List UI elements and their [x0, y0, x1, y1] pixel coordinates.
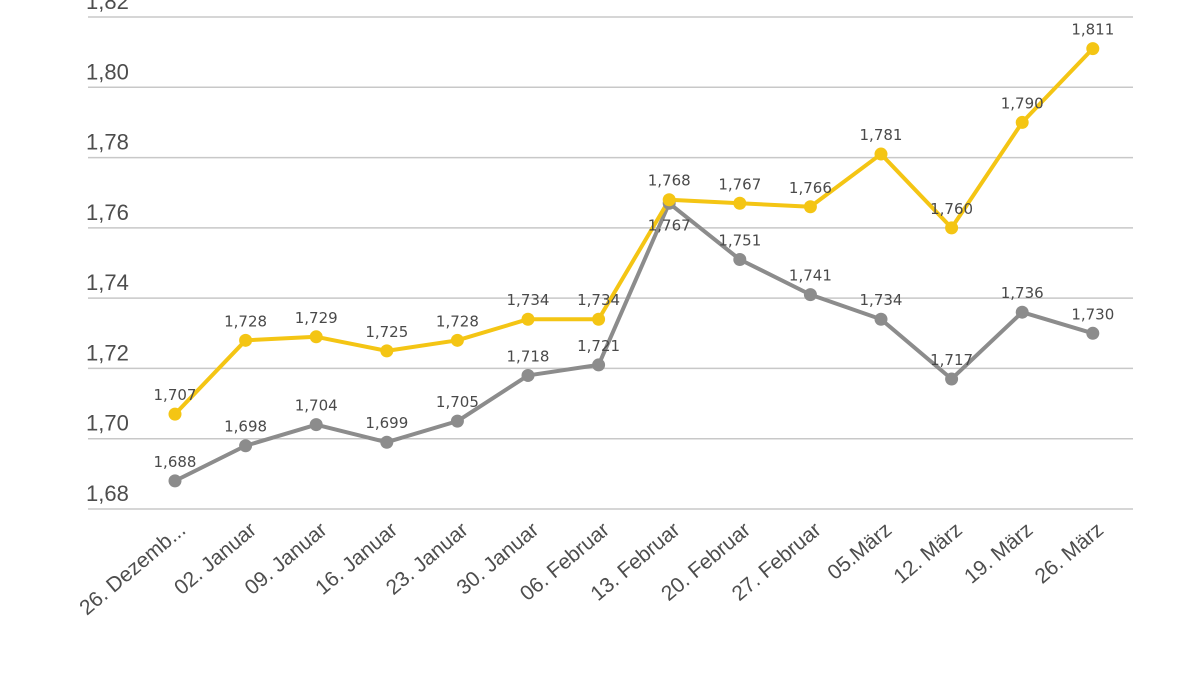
y-tick-label: 1,76	[86, 200, 129, 225]
x-tick-label: 26. März	[1031, 518, 1108, 588]
data-label-yellow: 1,728	[224, 312, 267, 330]
data-label-gray: 1,704	[295, 397, 338, 415]
data-point-gray	[168, 474, 182, 488]
y-tick-label: 1,82	[86, 0, 129, 14]
data-label-yellow: 1,760	[930, 200, 973, 218]
data-point-gray	[803, 288, 817, 302]
data-label-gray: 1,718	[507, 347, 550, 365]
series-line-yellow	[173, 46, 1095, 417]
data-point-gray	[450, 414, 464, 428]
data-point-gray	[945, 372, 959, 386]
series-points	[168, 42, 1100, 488]
data-label-yellow: 1,766	[789, 179, 832, 197]
data-label-yellow: 1,734	[507, 291, 550, 309]
data-label-yellow: 1,729	[295, 309, 338, 327]
data-point-gray	[309, 418, 323, 432]
data-point-yellow	[592, 312, 606, 326]
data-label-yellow: 1,781	[860, 126, 903, 144]
data-label-gray: 1,717	[930, 351, 973, 369]
data-label-gray: 1,721	[577, 337, 620, 355]
data-point-gray	[733, 252, 747, 266]
data-point-yellow	[945, 221, 959, 235]
series-line-gray	[173, 201, 1095, 483]
data-label-gray: 1,688	[154, 453, 197, 471]
data-label-yellow: 1,811	[1071, 21, 1114, 39]
y-tick-label: 1,78	[86, 130, 129, 155]
y-tick-label: 1,80	[86, 59, 129, 84]
data-label-gray: 1,730	[1071, 305, 1114, 323]
data-point-yellow	[874, 147, 888, 161]
data-label-gray: 1,741	[789, 267, 832, 285]
x-tick-label: 19. März	[960, 518, 1037, 588]
data-label-gray: 1,751	[718, 231, 761, 249]
data-label-gray: 1,734	[860, 291, 903, 309]
data-point-gray	[874, 312, 888, 326]
y-axis-ticks: 1,68 1,70 1,72 1,74 1,76 1,78 1,80 1,82	[86, 0, 129, 506]
y-tick-label: 1,68	[86, 481, 129, 506]
data-label-gray: 1,698	[224, 418, 267, 436]
data-label-yellow: 1,725	[365, 323, 408, 341]
data-point-yellow	[733, 196, 747, 210]
data-point-yellow	[521, 312, 535, 326]
data-point-gray	[521, 368, 535, 382]
data-label-yellow: 1,707	[154, 386, 197, 404]
data-label-yellow: 1,790	[1001, 94, 1044, 112]
data-point-yellow	[450, 333, 464, 347]
data-point-yellow	[803, 200, 817, 214]
x-tick-label: 05.März	[823, 518, 896, 584]
data-point-gray	[592, 358, 606, 372]
data-point-yellow	[662, 193, 676, 207]
data-label-gray: 1,767	[648, 216, 691, 234]
data-point-gray	[1086, 326, 1100, 340]
x-tick-label: 12. März	[889, 518, 966, 588]
data-point-yellow	[1086, 42, 1100, 56]
series-lines	[173, 46, 1095, 483]
x-tick-label: 26. Dezemb...	[75, 518, 190, 620]
data-point-gray	[1015, 305, 1029, 319]
data-label-gray: 1,699	[365, 414, 408, 432]
data-label-gray: 1,736	[1001, 284, 1044, 302]
data-label-yellow: 1,768	[648, 172, 691, 190]
data-label-gray: 1,705	[436, 393, 479, 411]
data-point-gray	[380, 435, 394, 449]
data-point-yellow	[168, 407, 182, 421]
data-point-yellow	[309, 330, 323, 344]
data-point-gray	[239, 439, 253, 453]
data-point-yellow	[380, 344, 394, 358]
y-tick-label: 1,72	[86, 340, 129, 365]
data-point-yellow	[1015, 115, 1029, 129]
data-label-yellow: 1,767	[718, 175, 761, 193]
data-label-yellow: 1,734	[577, 291, 620, 309]
y-tick-label: 1,74	[86, 270, 129, 295]
data-label-yellow: 1,728	[436, 312, 479, 330]
y-tick-label: 1,70	[86, 411, 129, 436]
data-point-yellow	[239, 333, 253, 347]
data-labels: 1,707 1,728 1,729 1,725 1,728 1,734 1,734 1,768…	[154, 21, 1115, 471]
